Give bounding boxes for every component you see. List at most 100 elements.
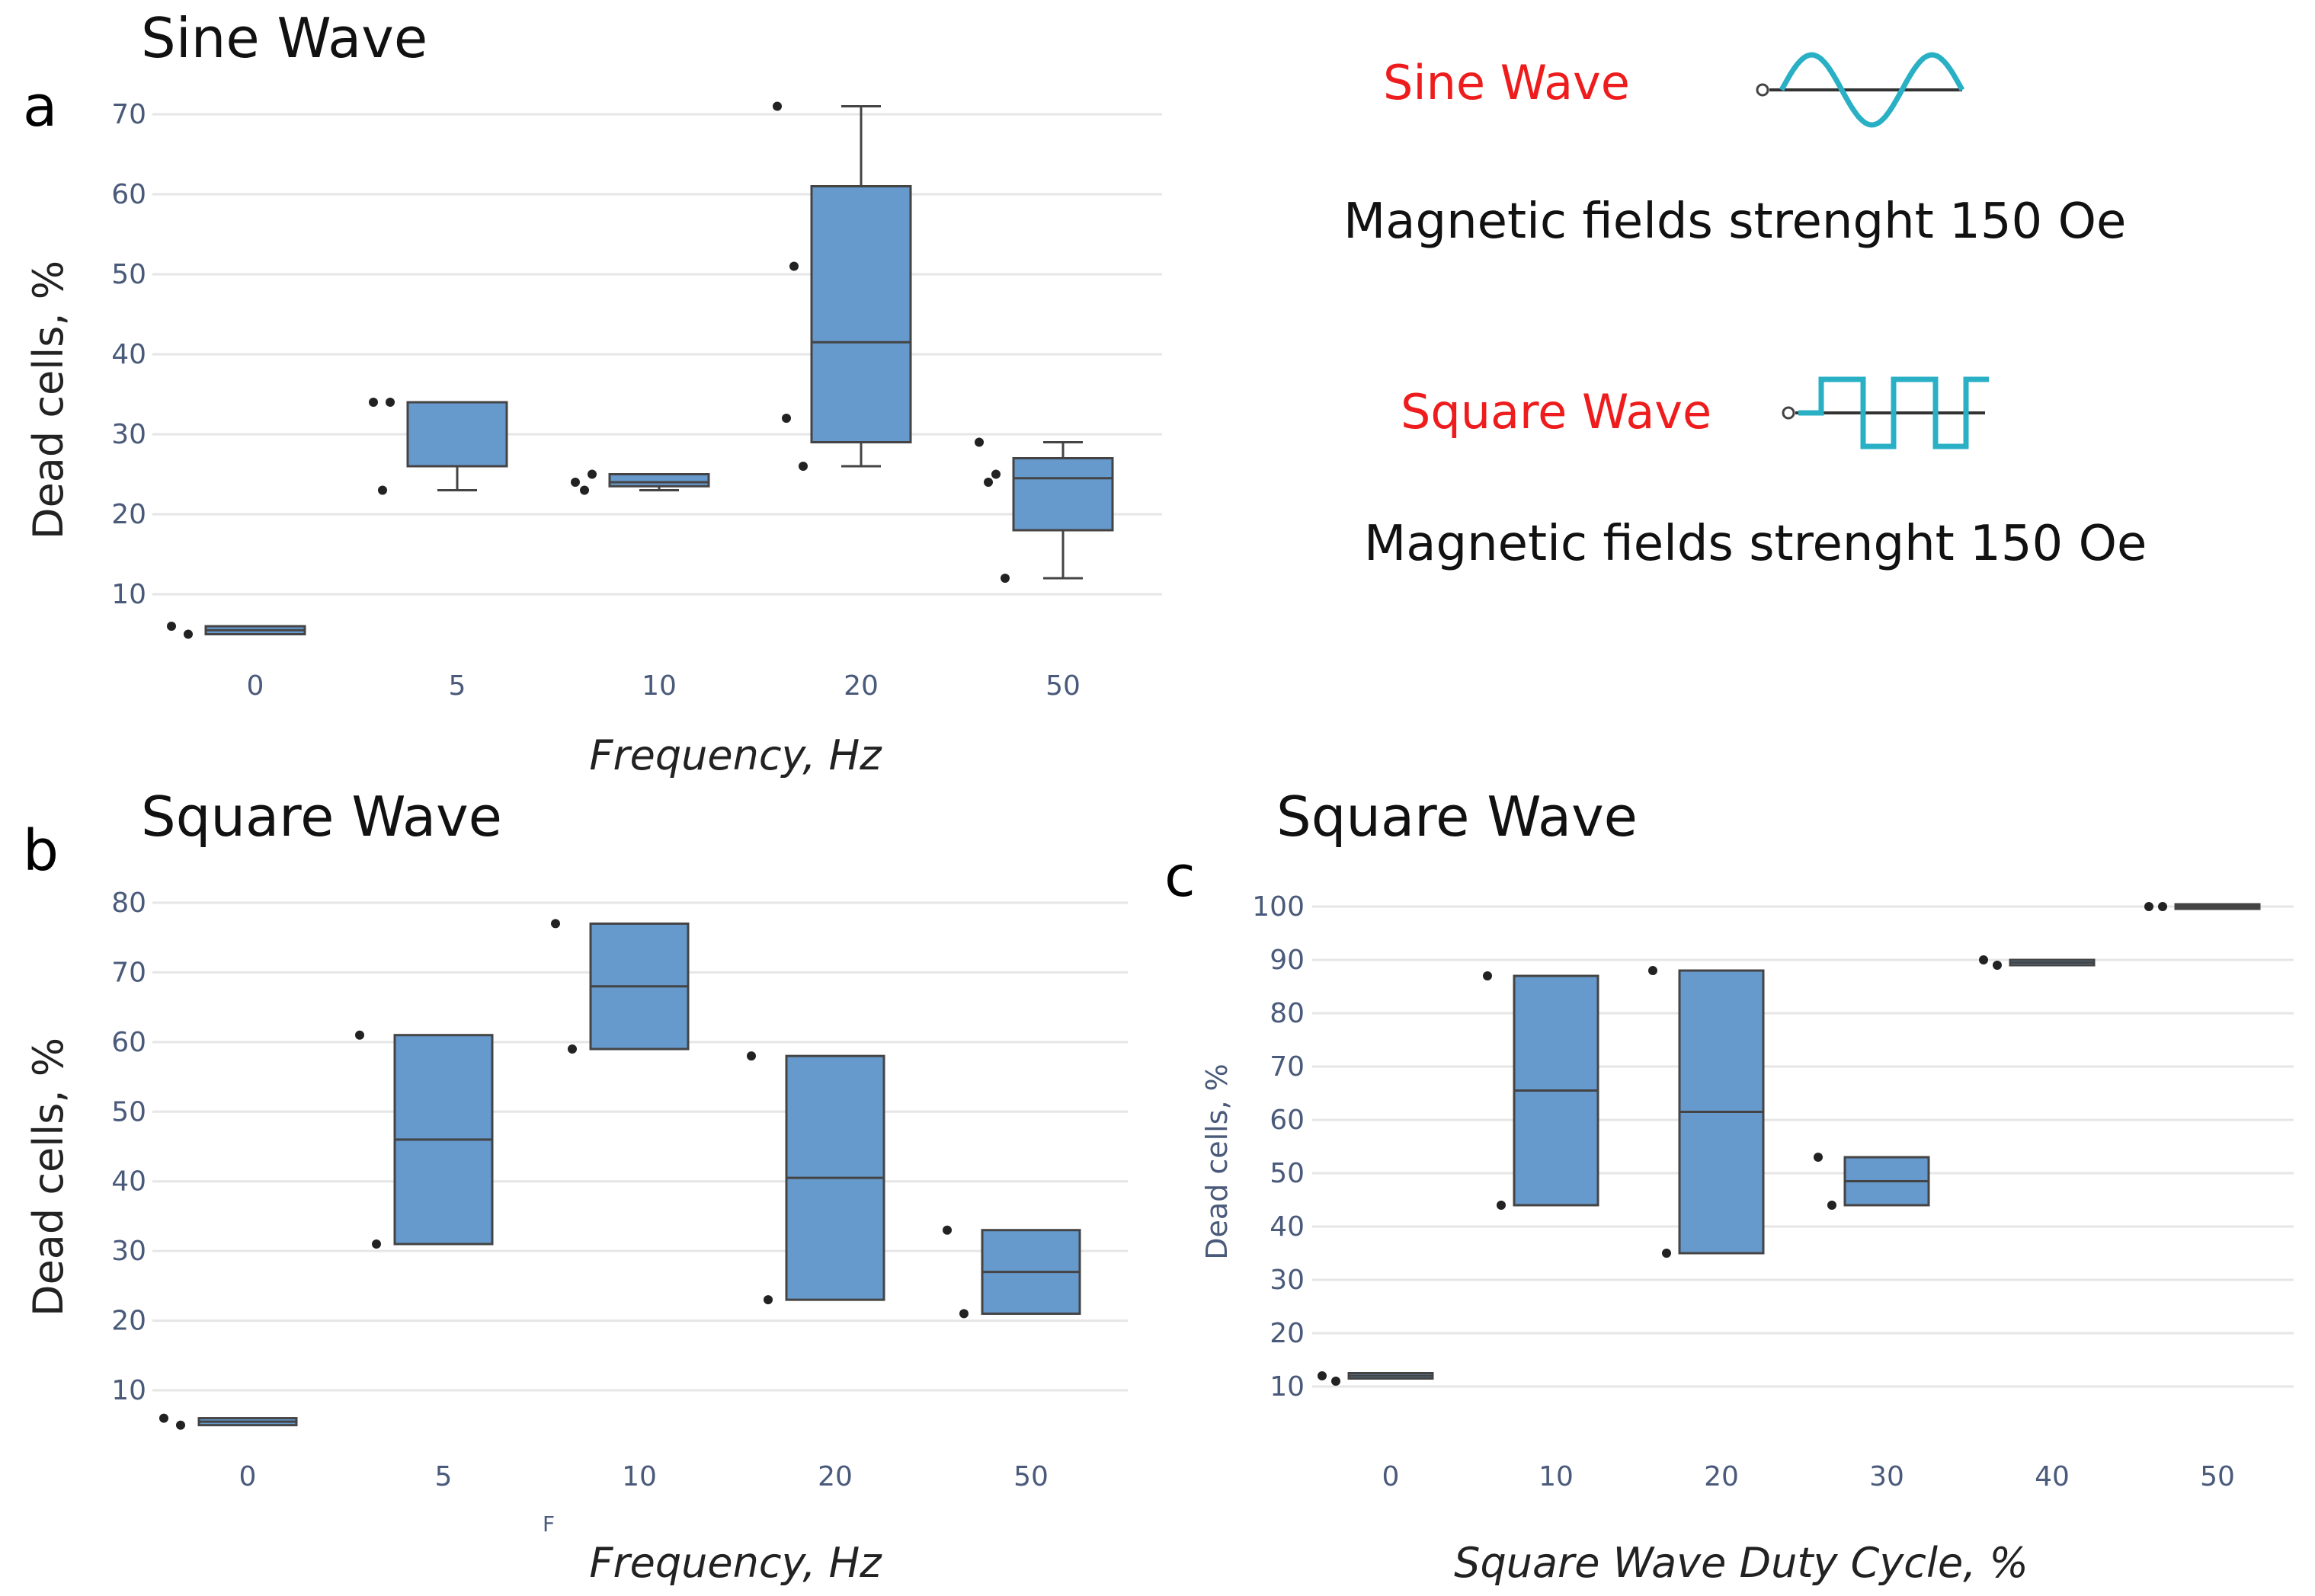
y-tick-label: 100: [1252, 891, 1305, 923]
data-point: [1827, 1201, 1836, 1210]
data-point: [1331, 1377, 1340, 1386]
square-wave-icon: [1782, 376, 1989, 449]
chart-c-square-duty-cycle: Square Wave Square Wave Duty Cycle, % De…: [1200, 785, 2294, 1587]
y-tick-label: 20: [111, 1306, 146, 1337]
data-point: [568, 1044, 577, 1054]
data-point: [580, 485, 589, 495]
chart-b-xlabel: Frequency, Hz: [589, 1539, 882, 1587]
y-tick-label: 70: [1270, 1051, 1305, 1083]
data-point: [551, 919, 560, 929]
box: [608, 473, 710, 488]
x-tick-label: 5: [435, 1461, 453, 1492]
box: [1012, 457, 1114, 532]
x-tick-label: 40: [2035, 1461, 2070, 1492]
y-tick-label: 70: [111, 957, 146, 988]
y-tick-label: 50: [111, 1096, 146, 1127]
data-point: [2144, 902, 2153, 911]
y-tick-label: 80: [1270, 998, 1305, 1029]
chart-a-xlabel: Frequency, Hz: [589, 731, 882, 779]
data-point: [184, 629, 193, 639]
x-tick-label: 10: [642, 670, 677, 702]
data-point: [386, 398, 395, 407]
x-tick-label: 50: [2200, 1461, 2235, 1492]
data-point: [991, 469, 1001, 479]
data-point: [355, 1030, 364, 1040]
chart-b-ylabel: Dead cells, %: [24, 1038, 72, 1316]
y-tick-label: 30: [111, 419, 146, 450]
legend-sine-desc: Magnetic fields strenght 150 Oe: [1343, 194, 2126, 250]
data-point: [747, 1051, 756, 1061]
data-point: [176, 1420, 185, 1430]
data-point: [1979, 955, 1988, 964]
x-tick-label: 10: [1539, 1461, 1574, 1492]
y-tick-label: 60: [111, 179, 146, 210]
data-point: [1497, 1201, 1506, 1210]
y-tick-label: 10: [111, 1375, 146, 1406]
data-point: [789, 261, 799, 271]
data-point: [588, 469, 597, 479]
sine-wave-icon: [1756, 52, 1965, 128]
x-tick-label: 20: [818, 1461, 853, 1492]
box: [810, 185, 912, 443]
chart-c-ylabel: Dead cells, %: [1200, 1063, 1234, 1260]
y-tick-label: 80: [111, 888, 146, 919]
y-tick-label: 10: [1270, 1371, 1305, 1402]
data-point: [1993, 961, 2002, 970]
legend-square-label: Square Wave: [1401, 384, 1711, 440]
y-tick-label: 70: [111, 99, 146, 130]
data-point: [959, 1309, 969, 1319]
x-tick-label: 50: [1013, 1461, 1049, 1492]
x-tick-label: 50: [1045, 670, 1081, 702]
y-tick-label: 50: [1270, 1158, 1305, 1189]
x-tick-label: 0: [1382, 1461, 1400, 1492]
x-tick-label: 10: [622, 1461, 657, 1492]
data-point: [984, 478, 993, 487]
data-point: [764, 1295, 773, 1305]
panel-label-a: a: [23, 74, 57, 139]
y-tick-label: 20: [1270, 1318, 1305, 1349]
data-point: [782, 414, 791, 423]
x-tick-label: 20: [844, 670, 879, 702]
legend-sine-label: Sine Wave: [1383, 55, 1630, 110]
data-point: [1483, 971, 1492, 980]
data-point: [1648, 966, 1657, 975]
y-tick-label: 90: [1270, 945, 1305, 976]
data-point: [1318, 1371, 1327, 1380]
data-point: [167, 622, 176, 631]
chart-b-square-frequency: Square Wave Frequency, Hz Dead cells, % …: [24, 785, 1128, 1587]
chart-a-ylabel: Dead cells, %: [24, 261, 72, 539]
data-point: [799, 462, 808, 471]
data-point: [372, 1239, 381, 1249]
y-tick-label: 40: [1270, 1211, 1305, 1243]
data-point: [159, 1413, 168, 1423]
chart-c-title: Square Wave: [1276, 785, 1638, 849]
data-point: [1001, 574, 1010, 583]
y-tick-label: 40: [111, 1166, 146, 1198]
x-tick-label: 0: [247, 670, 264, 702]
x-tick-label: 0: [239, 1461, 257, 1492]
data-point: [975, 437, 984, 447]
data-point: [571, 478, 580, 487]
y-tick-label: 60: [111, 1027, 146, 1058]
y-tick-label: 30: [111, 1236, 146, 1267]
data-point: [1814, 1153, 1823, 1162]
panel-label-b: b: [23, 818, 59, 884]
chart-b-title: Square Wave: [141, 785, 502, 849]
x-tick-label: 30: [1869, 1461, 1904, 1492]
y-tick-label: 60: [1270, 1105, 1305, 1136]
legend-square-desc: Magnetic fields strenght 150 Oe: [1364, 516, 2147, 572]
panel-label-c: c: [1164, 844, 1196, 910]
legend: Sine Wave Magnetic fields strenght 150 O…: [1343, 52, 2147, 572]
y-tick-label: 20: [111, 499, 146, 530]
data-point: [378, 485, 387, 495]
data-point: [2158, 902, 2167, 911]
stray-tick-text: F: [543, 1511, 555, 1537]
data-point: [369, 398, 378, 407]
chart-a-sine-frequency: Sine Wave Frequency, Hz Dead cells, % 10…: [24, 6, 1162, 779]
x-tick-label: 5: [449, 670, 466, 702]
data-point: [773, 101, 782, 111]
y-tick-label: 40: [111, 339, 146, 370]
y-tick-label: 30: [1270, 1265, 1305, 1296]
y-tick-label: 10: [111, 579, 146, 610]
